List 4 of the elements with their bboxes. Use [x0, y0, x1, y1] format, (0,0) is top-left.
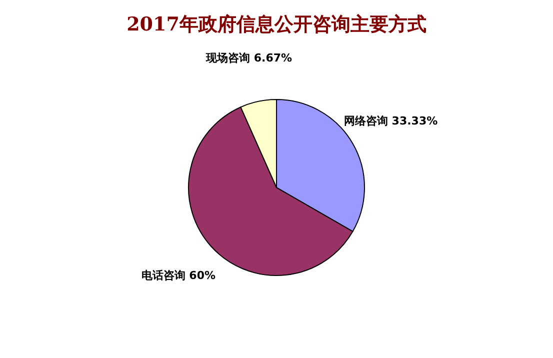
slice-label: 网络咨询 33.33%: [344, 114, 438, 128]
slice-label: 电话咨询 60%: [141, 268, 216, 282]
slice-label: 现场咨询 6.67%: [205, 51, 292, 64]
chart-title: 2017年政府信息公开咨询主要方式: [126, 13, 426, 36]
